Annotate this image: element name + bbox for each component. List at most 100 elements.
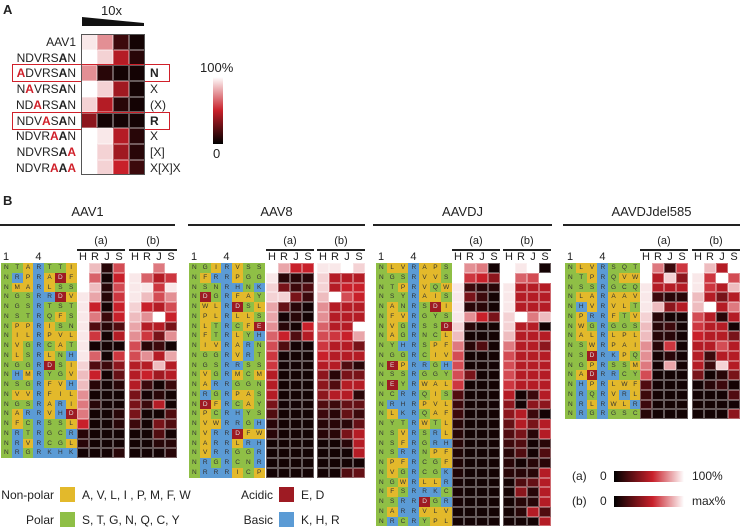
heatmap-cell-a — [278, 399, 290, 410]
heatmap-cell-a — [290, 467, 302, 478]
column-header: H — [642, 251, 650, 263]
heatmap-cell-b — [503, 350, 515, 361]
residue-cell: Y — [386, 419, 398, 429]
heatmap-cell-b — [341, 350, 353, 361]
heatmap-cell-b — [527, 467, 539, 478]
residue-cell: A — [419, 292, 430, 302]
residue-cell: G — [619, 321, 630, 332]
heatmap-cell-a — [290, 341, 302, 351]
heatmap-cell-b — [153, 350, 165, 361]
residue-cell: D — [55, 272, 66, 283]
residue-cell: R — [419, 360, 430, 371]
heatmap-cell-b — [353, 370, 365, 380]
residue-cell: S — [440, 389, 452, 400]
residue-cell: R — [597, 321, 609, 332]
heatmap-cell-b — [515, 350, 527, 361]
heatmap-cell-a — [640, 282, 652, 293]
heatmap-cell-a — [302, 321, 314, 332]
residue-cell: S — [243, 302, 254, 312]
residue-char: R — [41, 97, 51, 112]
heatmap-cell-b — [141, 331, 153, 341]
residue-cell: N — [565, 311, 576, 322]
residue-cell: G — [210, 389, 222, 400]
residue-cell: I — [55, 389, 66, 400]
heatmap-cell-b — [515, 497, 527, 507]
residue-cell: T — [575, 272, 587, 283]
heatmap-cell-b — [503, 487, 515, 497]
heatmap-cell-a — [290, 389, 302, 400]
heatmap-cell-b — [539, 370, 551, 380]
heatmap-cell-a — [113, 321, 125, 332]
heatmap-cell-a — [89, 311, 101, 322]
heatmap-cell-b — [527, 341, 539, 351]
column-header: J — [479, 251, 485, 263]
residue-cell: Q — [619, 263, 630, 273]
heatmap-cell-a — [464, 272, 476, 283]
heatmap-cell-a — [266, 360, 278, 371]
heatmap-cell-a — [77, 263, 89, 273]
heatmap-cell — [113, 143, 129, 160]
heatmap-cell-b — [692, 350, 704, 361]
heatmap-cell-a — [278, 409, 290, 419]
residue-cell: R — [408, 311, 420, 322]
residue-cell: R — [408, 477, 420, 488]
row-tag: N — [150, 66, 159, 81]
heatmap-cell-a — [101, 419, 113, 429]
heatmap-cell-b — [153, 302, 165, 312]
heatmap-cell-a — [278, 341, 290, 351]
heatmap-cell-a — [278, 311, 290, 322]
heatmap-cell-a — [452, 389, 464, 400]
heatmap-cell-b — [503, 272, 515, 283]
heatmap-cell-b — [341, 409, 353, 419]
heatmap-cell-b — [539, 477, 551, 488]
heatmap-cell-b — [153, 360, 165, 371]
heatmap-cell-b — [329, 331, 341, 341]
residue-cell: R — [210, 438, 222, 449]
residue-cell: N — [376, 477, 387, 488]
residue-cell: N — [565, 341, 576, 351]
heatmap-cell-a — [652, 350, 664, 361]
heatmap-cell-b — [539, 438, 551, 449]
residue-cell: H — [575, 380, 587, 390]
residue-cell: N — [189, 380, 200, 390]
heatmap-cell-a — [640, 399, 652, 410]
residue-cell: I — [430, 350, 441, 361]
residue-class-name: Polar — [25, 513, 54, 527]
heatmap-cell-a — [278, 467, 290, 478]
heatmap-cell-b — [527, 282, 539, 293]
residue-cell: P — [430, 516, 441, 527]
heatmap-cell-b — [329, 438, 341, 449]
heatmap-cell-a — [278, 350, 290, 361]
heatmap-cell-b — [341, 419, 353, 429]
heatmap-cell-a — [488, 331, 500, 341]
heatmap-cell-a — [89, 350, 101, 361]
heatmap-cell-b — [329, 380, 341, 390]
heatmap-cell-a — [464, 419, 476, 429]
residue-cell: A — [243, 292, 254, 302]
residue-cell: N — [376, 419, 387, 429]
heatmap-cell-a — [652, 341, 664, 351]
residue-cell: V — [619, 272, 630, 283]
residue-cell: R — [586, 311, 598, 322]
heatmap-cell-a — [302, 458, 314, 468]
residue-cell: R — [33, 341, 45, 351]
residue-cell: C — [232, 399, 243, 410]
residue-cell: R — [221, 428, 233, 439]
heatmap-cell-a — [290, 350, 302, 361]
heatmap-cell-a — [652, 321, 664, 332]
heatmap-cell-b — [539, 409, 551, 419]
heatmap-cell-b — [503, 360, 515, 371]
residue-cell: C — [243, 467, 254, 478]
heatmap-cell-a — [77, 438, 89, 449]
residue-cell: V — [629, 311, 641, 322]
column-header: J — [293, 251, 299, 263]
residue-cell: R — [221, 399, 233, 410]
heatmap-cell-a — [266, 389, 278, 400]
residue-char: A — [58, 144, 68, 159]
residue-cell: N — [1, 311, 12, 322]
residue-cell: S — [386, 428, 398, 439]
heatmap-cell-b — [341, 438, 353, 449]
heatmap-cell-a — [266, 321, 278, 332]
residue-class-name: Acidic — [240, 488, 273, 502]
residue-cell: P — [586, 380, 598, 390]
